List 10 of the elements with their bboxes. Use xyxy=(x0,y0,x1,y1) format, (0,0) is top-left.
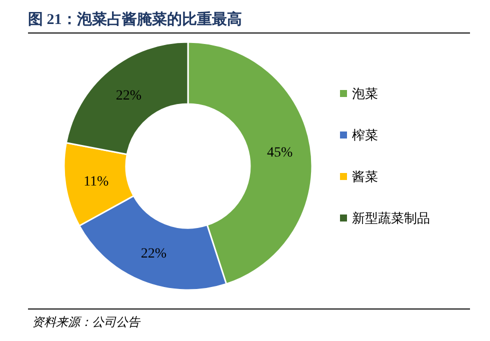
data-label: 45% xyxy=(267,145,294,160)
legend-label: 榨菜 xyxy=(352,128,378,142)
chart-title: 图 21：泡菜占酱腌菜的比重最高 xyxy=(28,10,242,28)
legend-label: 新型蔬菜制品 xyxy=(352,210,430,226)
legend-label: 泡菜 xyxy=(352,86,378,101)
data-label: 22% xyxy=(140,246,167,262)
legend-label: 酱菜 xyxy=(352,169,378,184)
text: 资料来源：公司公告 xyxy=(32,315,141,329)
data-label: 11% xyxy=(84,174,110,190)
data-label: 22% xyxy=(116,88,142,104)
